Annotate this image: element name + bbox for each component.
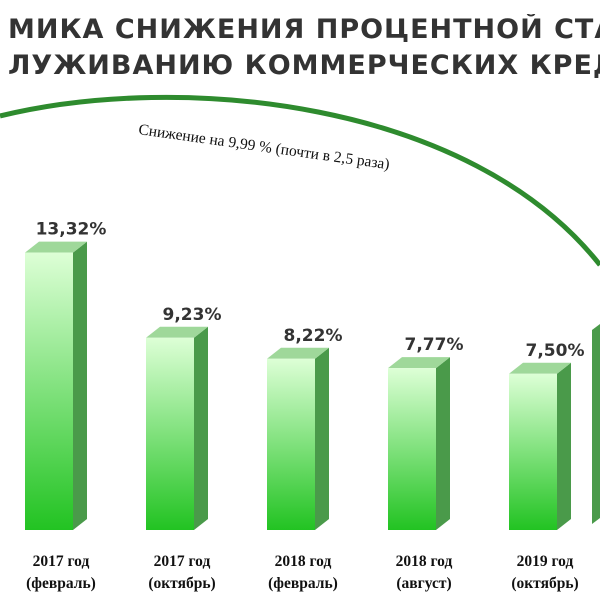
decrease-annotation: Снижение на 9,99 % (почти в 2,5 раза) xyxy=(137,121,390,173)
bar-side xyxy=(315,347,329,530)
bar xyxy=(388,368,436,530)
bar-top xyxy=(25,241,87,253)
bar-side xyxy=(557,362,571,530)
category-label: 2018 год xyxy=(275,553,332,570)
bar-value-label: 7,77% xyxy=(405,335,464,355)
category-label: (октябрь) xyxy=(511,575,578,592)
category-label: (февраль) xyxy=(268,575,338,592)
chart-title-line-1: МИКА СНИЖЕНИЯ ПРОЦЕНТНОЙ СТА xyxy=(8,14,600,45)
category-label: 2018 год xyxy=(396,553,453,570)
bar-top xyxy=(509,362,571,374)
category-label: 2017 год xyxy=(33,553,90,570)
bar-side-partial xyxy=(592,324,600,524)
bar-side xyxy=(73,241,87,531)
chart-title-line-2: ЛУЖИВАНИЮ КОММЕРЧЕСКИХ КРЕД xyxy=(8,50,600,81)
bar xyxy=(146,337,194,530)
bar xyxy=(25,252,73,531)
category-label: (август) xyxy=(396,575,451,592)
bar-value-label: 9,23% xyxy=(163,305,222,325)
bar-top xyxy=(388,357,450,369)
bar-top xyxy=(146,326,208,338)
bar xyxy=(509,373,557,530)
bar-value-label: 7,50% xyxy=(526,341,585,361)
bar-value-label: 13,32% xyxy=(36,220,107,240)
category-label: (октябрь) xyxy=(148,575,215,592)
category-label: (февраль) xyxy=(26,575,96,592)
bar-side xyxy=(194,326,208,530)
bar xyxy=(267,358,315,530)
category-label: 2019 год xyxy=(517,553,574,570)
category-label: 2017 год xyxy=(154,553,211,570)
bar-top xyxy=(267,347,329,359)
decrease-arc xyxy=(0,94,600,267)
bar-value-label: 8,22% xyxy=(284,326,343,346)
bar-side xyxy=(436,357,450,530)
